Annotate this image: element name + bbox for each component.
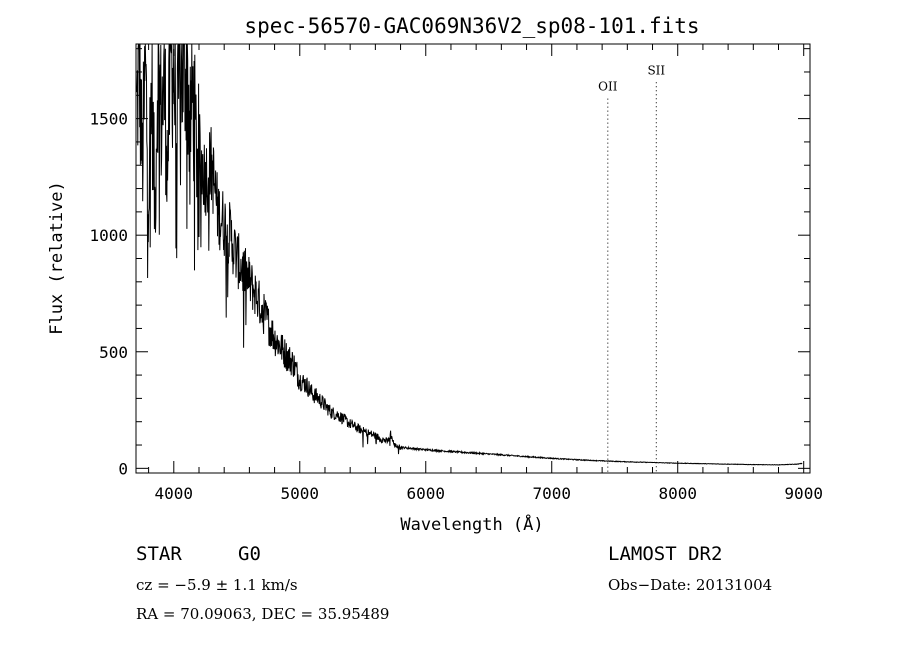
x-tick-labels: 4000 5000 6000 7000 8000 9000 (155, 484, 823, 503)
x-tick-label: 5000 (281, 484, 320, 503)
x-tick-label: 7000 (532, 484, 571, 503)
y-tick-label: 0 (118, 459, 128, 478)
y-tick-label: 1500 (89, 110, 128, 129)
object-class: STAR (136, 543, 182, 565)
chart-title: spec-56570-GAC069N36V2_sp08-101.fits (244, 14, 699, 38)
obs-date: Obs−Date: 20131004 (608, 576, 772, 594)
y-tick-labels: 0 500 1000 1500 (89, 110, 128, 479)
survey-name: LAMOST DR2 (608, 543, 722, 565)
axis-ticks (136, 44, 810, 473)
y-axis-label: Flux (relative) (47, 181, 67, 335)
x-tick-label: 8000 (658, 484, 697, 503)
x-tick-label: 9000 (784, 484, 823, 503)
emission-line-markers: OII SII (598, 63, 665, 473)
emission-line-label: SII (647, 63, 665, 77)
spectrum-line (136, 43, 803, 466)
y-tick-label: 500 (99, 343, 128, 362)
x-tick-label: 4000 (155, 484, 194, 503)
x-tick-label: 6000 (406, 484, 445, 503)
plot-frame (135, 43, 811, 474)
redshift-text: cz = −5.9 ± 1.1 km/s (136, 576, 298, 594)
y-tick-label: 1000 (89, 226, 128, 245)
object-subclass: G0 (238, 543, 261, 565)
emission-line-label: OII (598, 80, 618, 94)
x-axis-label: Wavelength (Å) (400, 513, 543, 535)
coordinates-text: RA = 70.09063, DEC = 35.95489 (136, 605, 389, 623)
